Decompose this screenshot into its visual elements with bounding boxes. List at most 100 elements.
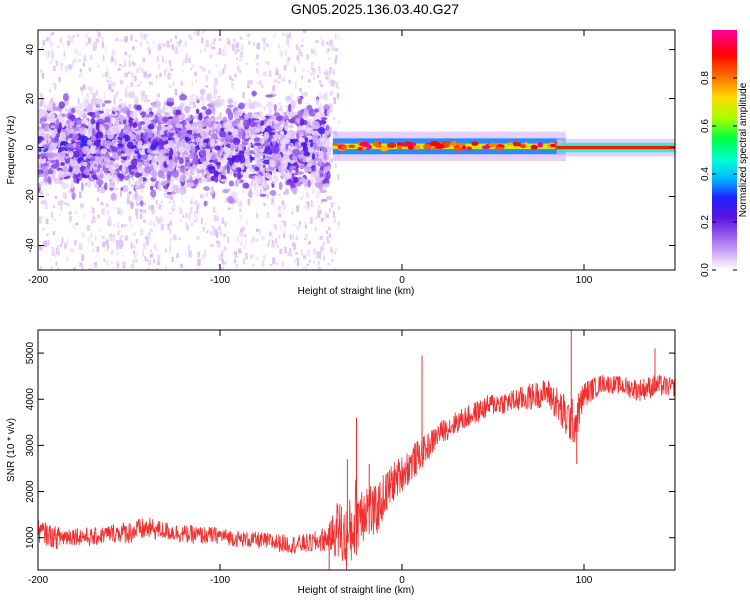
- spectrogram-xtick-label: -100: [210, 275, 230, 286]
- colorbar-tick-label: 0.6: [700, 119, 711, 133]
- spectrogram-noise-cell: [229, 170, 233, 176]
- spectrogram-noise-cell: [95, 156, 103, 165]
- spectrogram-speckle: [215, 231, 219, 238]
- spectrogram-speckle: [335, 81, 339, 89]
- spectrogram-speckle: [151, 197, 154, 201]
- spectrogram-speckle: [283, 233, 286, 238]
- spectrogram-noise-cell: [91, 128, 96, 137]
- spectrogram-speckle: [292, 242, 296, 246]
- spectrogram-speckle: [39, 69, 43, 73]
- spectrogram-speckle: [213, 109, 216, 116]
- spectrogram-speckle: [331, 258, 334, 263]
- spectrogram-speckle: [70, 36, 73, 44]
- spectrogram-speckle: [119, 190, 122, 197]
- spectrogram-speckle: [328, 196, 332, 201]
- spectrogram-speckle: [91, 206, 94, 212]
- spectrogram-noise-cell: [177, 146, 186, 153]
- spectrogram-speckle: [329, 67, 333, 71]
- spectrogram-speckle: [41, 72, 45, 79]
- spectrogram-speckle: [150, 204, 155, 211]
- spectrogram-speckle: [255, 68, 259, 73]
- spectrogram-speckle: [108, 83, 112, 90]
- spectrogram-speckle: [218, 38, 222, 41]
- spectrogram-speckle: [135, 199, 138, 203]
- spectrogram-speckle: [95, 181, 98, 189]
- spectrogram-noise-cell: [237, 128, 245, 137]
- spectrogram-speckle: [108, 216, 112, 224]
- spectrogram-noise-cell: [287, 124, 294, 129]
- spectrogram-noise-cell: [159, 109, 166, 114]
- spectrogram-speckle: [212, 206, 216, 214]
- spectrogram-speckle: [97, 64, 100, 68]
- spectrogram-speckle: [306, 54, 309, 60]
- spectrogram-speckle: [85, 42, 88, 46]
- spectrogram-speckle: [173, 234, 177, 241]
- spectrogram-speckle: [203, 252, 207, 258]
- spectrogram-speckle: [281, 260, 285, 268]
- spectrogram-speckle: [310, 200, 313, 207]
- spectrogram-band-blob: [506, 142, 514, 146]
- spectrogram-noise-cell: [217, 174, 222, 181]
- spectrogram-speckle: [307, 202, 310, 208]
- spectrogram-noise-cell: [97, 139, 102, 143]
- spectrogram-speckle: [205, 39, 209, 47]
- spectrogram-noise-cell: [151, 150, 160, 154]
- spectrogram-speckle: [298, 46, 301, 51]
- spectrogram-speckle: [284, 226, 287, 232]
- spectrogram-noise-cell: [206, 117, 213, 123]
- spectrogram-noise-cell: [253, 145, 258, 154]
- spectrogram-speckle: [196, 30, 200, 36]
- spectrogram-speckle: [221, 259, 225, 264]
- spectrogram-speckle: [319, 266, 322, 270]
- spectrogram-noise-cell: [303, 178, 308, 188]
- spectrogram-speckle: [105, 202, 109, 208]
- spectrogram-speckle: [290, 251, 293, 254]
- spectrogram-speckle: [303, 30, 307, 33]
- spectrogram-speckle: [293, 258, 297, 263]
- spectrogram-speckle: [265, 165, 268, 169]
- spectrogram-speckle: [267, 61, 270, 66]
- spectrogram-speckle: [67, 238, 69, 245]
- spectrogram-speckle: [63, 51, 66, 57]
- spectrogram-speckle: [283, 65, 287, 71]
- spectrogram-speckle: [199, 49, 202, 54]
- spectrogram-noise-cell: [69, 121, 73, 129]
- spectrogram-noise-cell: [290, 170, 296, 174]
- spectrogram-speckle: [145, 40, 150, 45]
- spectrogram-speckle: [296, 208, 298, 213]
- spectrogram-speckle: [317, 115, 320, 123]
- spectrogram-noise-cell: [118, 173, 125, 180]
- spectrogram-noise-cell: [43, 102, 47, 112]
- spectrogram-speckle: [326, 196, 330, 200]
- spectrogram-noise-cell: [119, 153, 128, 157]
- spectrogram-speckle: [298, 220, 301, 227]
- snr-xtick-label: -100: [210, 575, 230, 586]
- spectrogram-speckle: [188, 244, 190, 252]
- spectrogram-speckle: [139, 62, 141, 69]
- spectrogram-noise-cell: [281, 134, 287, 139]
- spectrogram-band-blob: [443, 142, 451, 147]
- spectrogram-noise-cell: [268, 108, 273, 116]
- snr-ytick-label: 5000: [25, 342, 36, 365]
- spectrogram-speckle: [227, 41, 231, 44]
- spectrogram-speckle: [104, 249, 108, 252]
- spectrogram-speckle: [113, 96, 116, 104]
- spectrogram-speckle: [319, 246, 323, 252]
- spectrogram-speckle: [155, 246, 158, 252]
- spectrogram-speckle: [161, 200, 164, 204]
- spectrogram-noise-cell: [232, 151, 237, 156]
- spectrogram-speckle: [135, 239, 138, 244]
- spectrogram-speckle: [174, 35, 177, 40]
- spectrogram-noise-cell: [297, 110, 303, 120]
- spectrogram-noise-cell: [234, 179, 239, 187]
- spectrogram-speckle: [279, 248, 283, 254]
- spectrogram-noise-cell: [130, 158, 138, 168]
- spectrogram-speckle: [115, 38, 119, 42]
- spectrogram-noise-cell: [118, 124, 122, 133]
- spectrogram-speckle: [42, 40, 46, 46]
- spectrogram-speckle: [152, 40, 156, 45]
- spectrogram-speckle: [326, 235, 329, 241]
- spectrogram-noise-cell: [298, 178, 305, 183]
- spectrogram-speckle: [183, 58, 187, 63]
- spectrogram-noise-cell: [296, 171, 305, 175]
